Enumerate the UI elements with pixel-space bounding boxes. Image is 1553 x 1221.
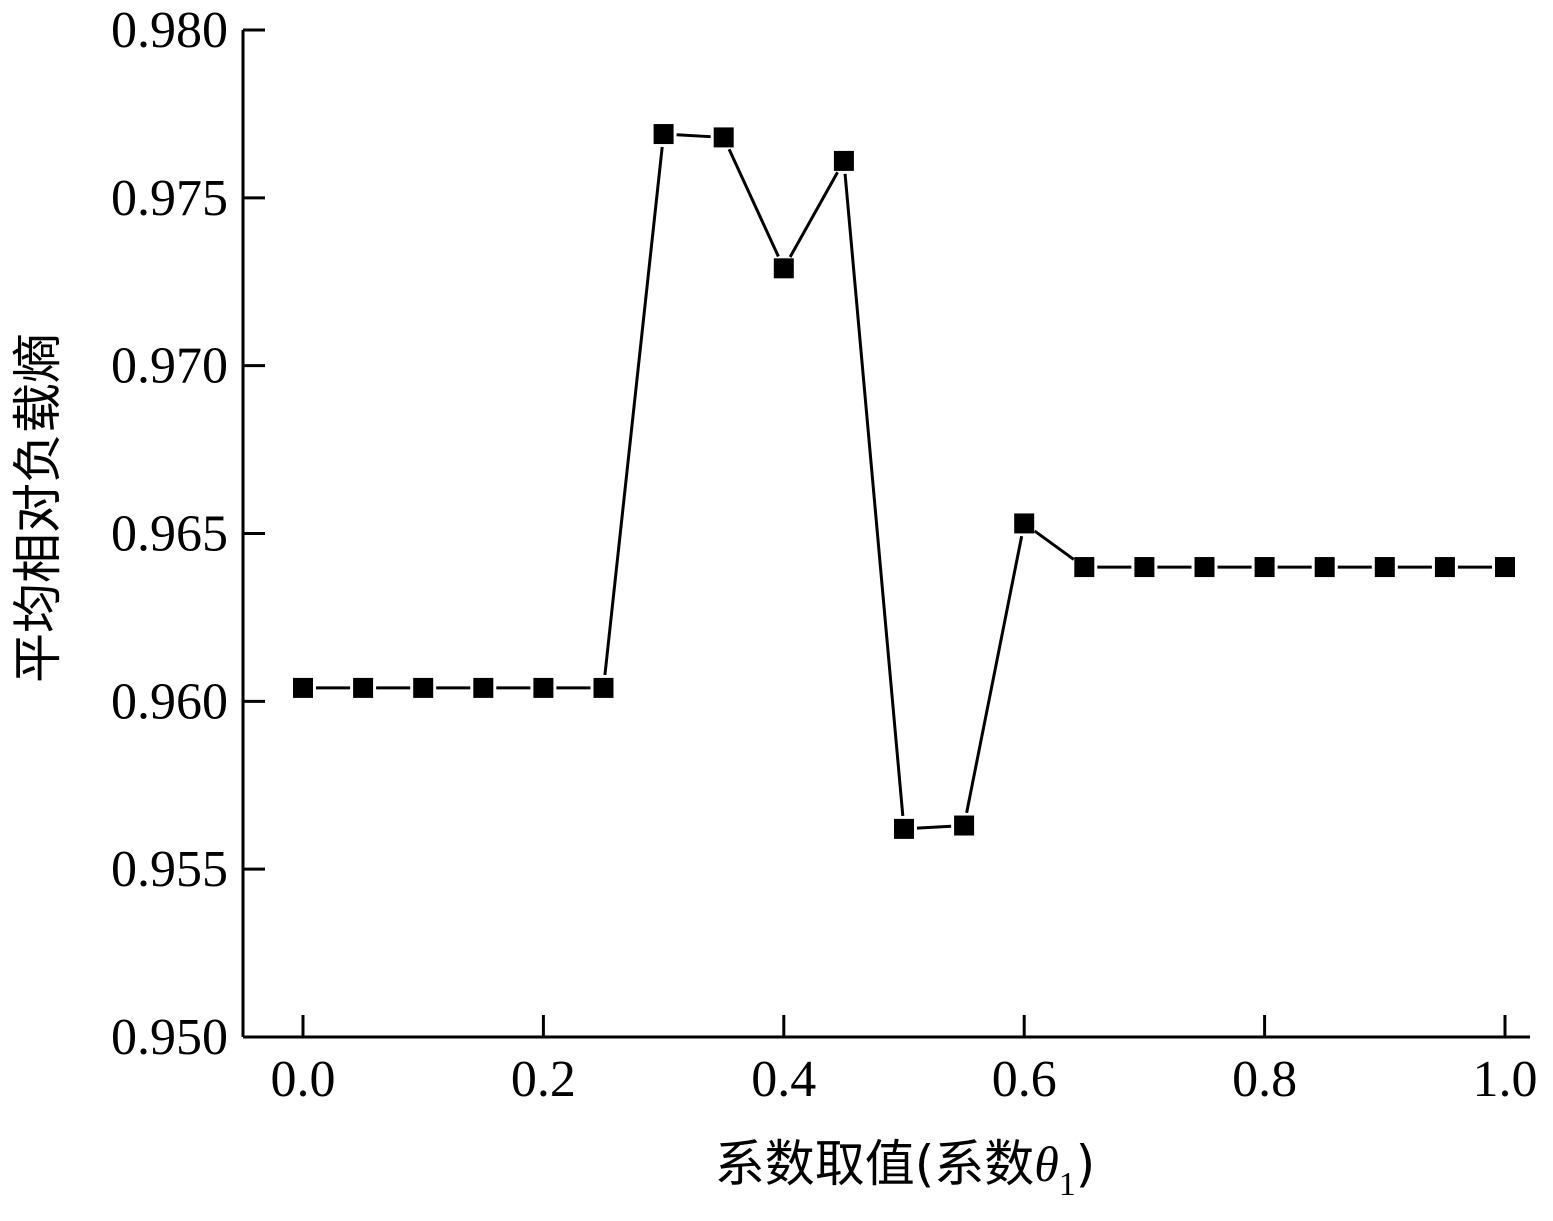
x-axis-ticks: 0.0 0.2 0.4 0.6 0.8 1.0: [271, 1015, 1538, 1108]
series-line-segment: [788, 171, 839, 258]
data-point-marker: [1254, 557, 1275, 578]
x-tick-label: 0.8: [1232, 1051, 1297, 1108]
y-tick-label: 0.980: [111, 2, 228, 59]
data-point-marker: [1434, 557, 1455, 578]
x-axis-title-suffix: ): [1076, 1135, 1096, 1193]
x-tick-label: 1.0: [1473, 1051, 1538, 1108]
y-tick-label: 0.970: [111, 338, 228, 395]
series-line-segment: [603, 146, 664, 676]
data-series: [293, 124, 1515, 839]
y-tick-label: 0.975: [111, 170, 228, 227]
x-axis-title-prefix: 系数取值(系数: [715, 1135, 1035, 1193]
y-tick-label: 0.950: [111, 1009, 228, 1066]
data-point-marker: [713, 127, 734, 148]
x-axis-title: 系数取值(系数θ1): [715, 1135, 1096, 1203]
series-line-segment: [843, 173, 905, 817]
data-point-marker: [413, 677, 434, 698]
data-point-marker: [833, 150, 854, 171]
data-point-marker: [1194, 557, 1215, 578]
data-point-marker: [1314, 557, 1335, 578]
x-tick-label: 0.2: [511, 1051, 576, 1108]
y-axis-title: 平均相对负载熵: [9, 333, 67, 683]
data-point-marker: [533, 677, 554, 698]
data-point-marker: [653, 124, 674, 145]
data-point-marker: [773, 258, 794, 279]
data-point-marker: [473, 677, 494, 698]
data-point-marker: [293, 677, 313, 698]
y-tick-label: 0.960: [111, 673, 228, 730]
x-axis-title-symbol: θ: [1034, 1136, 1059, 1192]
series-line-segment: [1033, 529, 1075, 561]
data-point-marker: [1134, 557, 1155, 578]
series-line-segment: [965, 535, 1024, 814]
x-tick-label: 0.0: [271, 1051, 336, 1108]
series-line-segment: [916, 824, 952, 830]
data-point-marker: [1374, 557, 1395, 578]
chart-axes: [241, 30, 1530, 1039]
data-point-marker: [894, 818, 914, 839]
data-point-marker: [1014, 513, 1035, 534]
x-axis-title-subscript: 1: [1059, 1166, 1076, 1203]
data-point-marker: [593, 677, 614, 698]
y-tick-label: 0.965: [111, 506, 228, 563]
data-point-marker: [1495, 557, 1515, 578]
y-axis-ticks: 0.950 0.955 0.960 0.965 0.970 0.975 0.980: [111, 2, 265, 1066]
x-tick-label: 0.6: [992, 1051, 1057, 1108]
data-point-marker: [353, 677, 374, 698]
y-tick-label: 0.955: [111, 841, 228, 898]
data-point-marker: [1074, 557, 1095, 578]
series-line-segment: [676, 133, 711, 139]
series-line-segment: [727, 148, 780, 258]
x-tick-label: 0.4: [751, 1051, 816, 1108]
data-point-marker: [954, 815, 975, 836]
